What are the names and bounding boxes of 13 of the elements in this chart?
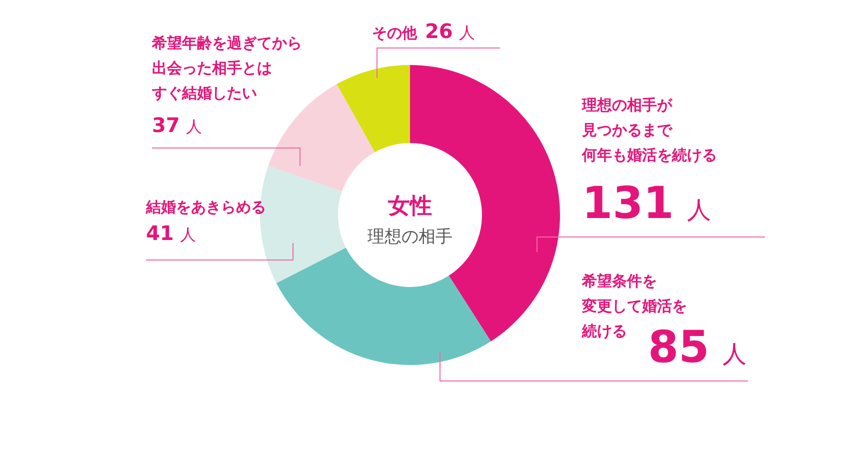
text: 女性	[387, 194, 432, 219]
slice-label: その他	[372, 24, 418, 42]
data-label: 26 人	[425, 19, 475, 43]
donut-slice	[276, 248, 491, 365]
slice-label: 結婚をあきらめる	[145, 198, 266, 216]
donut-slice	[268, 84, 375, 192]
donut-slice	[336, 65, 410, 152]
text: 理想の相手	[368, 227, 452, 247]
data-label: 41 人	[146, 221, 196, 245]
data-label: 37 人	[152, 113, 202, 137]
slice-label: 理想の相手が見つかるまで何年も婚活を続ける	[581, 96, 717, 164]
slice-label: 希望年齢を過ぎてから出会った相手とはすぐ結婚したい	[151, 34, 302, 102]
data-label: 131 人	[582, 178, 712, 229]
